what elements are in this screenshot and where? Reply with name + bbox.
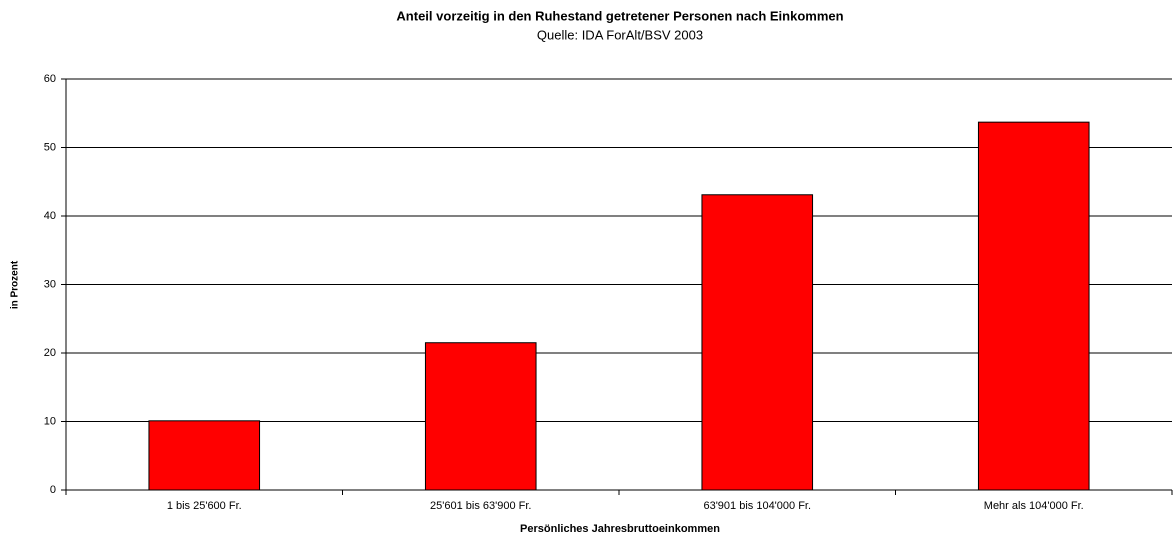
- x-tick-label: 25'601 bis 63'900 Fr.: [430, 500, 531, 512]
- y-tick-label: 30: [44, 278, 56, 290]
- y-tick-label: 10: [44, 415, 56, 427]
- bar: [148, 420, 261, 491]
- y-tick-label: 60: [44, 73, 56, 85]
- y-tick-label: 20: [44, 347, 56, 359]
- bar: [701, 194, 814, 491]
- y-tick-label: 50: [44, 141, 56, 153]
- x-tick-label: 63'901 bis 104'000 Fr.: [703, 500, 811, 512]
- x-tick-label: 1 bis 25'600 Fr.: [167, 500, 242, 512]
- bar: [424, 342, 537, 491]
- chart-title: Anteil vorzeitig in den Ruhestand getret…: [396, 8, 843, 23]
- chart-subtitle: Quelle: IDA ForAlt/BSV 2003: [537, 27, 703, 42]
- y-axis-label: in Prozent: [10, 260, 21, 309]
- x-tick-label: Mehr als 104'000 Fr.: [984, 500, 1084, 512]
- y-tick-label: 0: [50, 484, 56, 496]
- y-tick-label: 40: [44, 210, 56, 222]
- x-axis-label: Persönliches Jahresbruttoeinkommen: [520, 523, 720, 535]
- bar: [977, 121, 1090, 491]
